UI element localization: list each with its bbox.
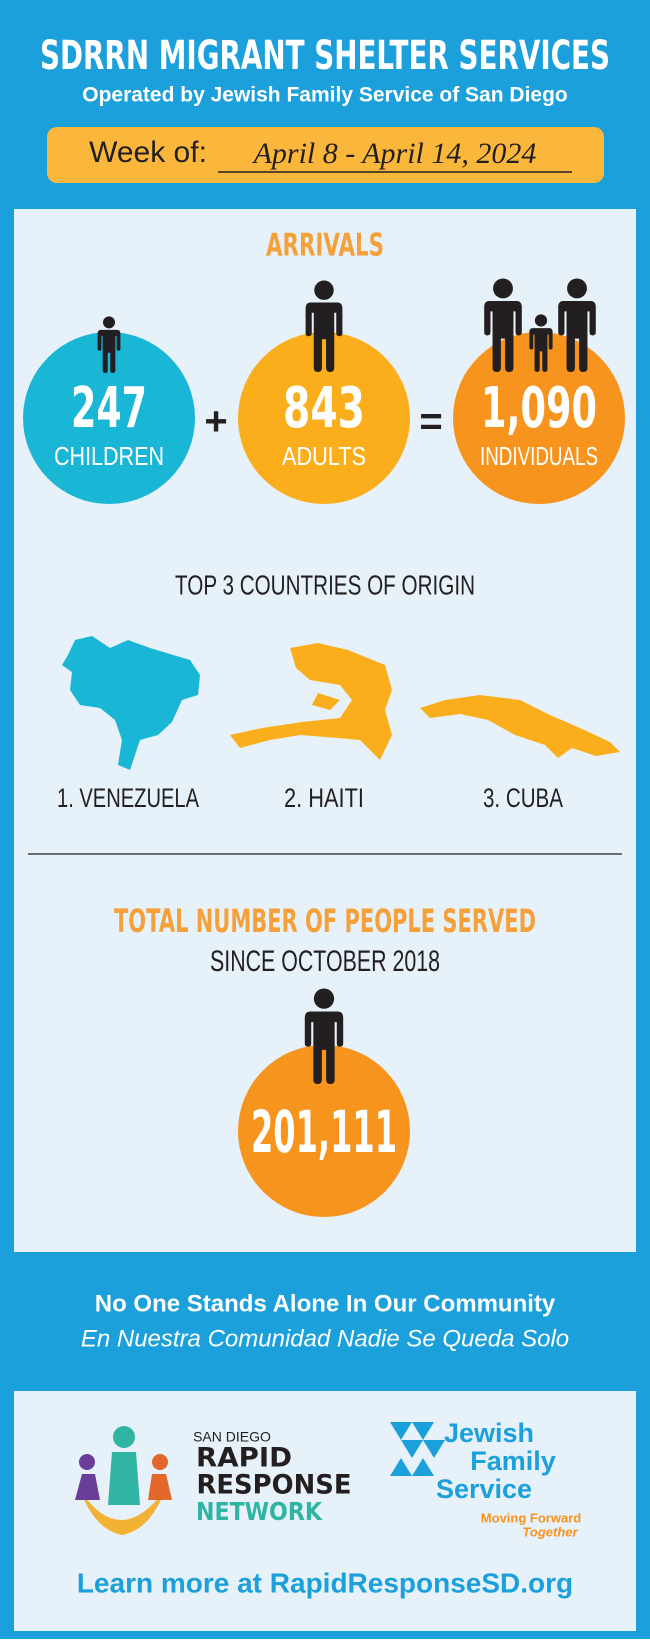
arrivals-title: ARRIVALS	[266, 228, 384, 264]
country-label: 3. CUBA	[483, 783, 563, 813]
plus: +	[204, 400, 227, 444]
tagline-en: No One Stands Alone In Our Community	[95, 1290, 556, 1317]
rrn-logo-graphic	[75, 1426, 172, 1535]
adults-label: ADULTS	[282, 441, 366, 471]
jfs-logo-text: Jewish	[444, 1418, 534, 1448]
countries-title: TOP 3 COUNTRIES OF ORIGIN	[175, 569, 475, 600]
week-box	[47, 127, 604, 183]
jfs-logo-text: Family	[470, 1446, 556, 1476]
jfs-logo-tagline: Together	[522, 1524, 578, 1539]
total-circle	[238, 1045, 410, 1217]
rrn-logo-text: NETWORK	[196, 1497, 323, 1526]
equals: =	[419, 400, 442, 444]
children-circle	[23, 332, 195, 504]
tagline-es: En Nuestra Comunidad Nadie Se Queda Solo	[81, 1325, 569, 1352]
subtitle: Operated by Jewish Family Service of San…	[82, 84, 568, 107]
individuals-label: INDIVIDUALS	[480, 441, 598, 471]
individuals-circle	[453, 332, 625, 504]
country-label: 1. VENEZUELA	[57, 783, 199, 813]
learn-more-link[interactable]: Learn more at RapidResponseSD.org	[77, 1567, 573, 1598]
total-title: TOTAL NUMBER OF PEOPLE SERVED	[114, 902, 536, 940]
jfs-logo-graphic	[390, 1422, 445, 1476]
haiti-map	[230, 643, 392, 760]
cuba-map	[420, 695, 620, 758]
adults-number: 843	[283, 376, 365, 441]
rrn-logo-text: RESPONSE	[197, 1470, 352, 1501]
adults-circle	[238, 332, 410, 504]
week-dates: April 8 - April 14, 2024	[252, 137, 537, 170]
children-number: 247	[71, 376, 147, 441]
week-label: Week of:	[89, 136, 207, 169]
title: SDRRN MIGRANT SHELTER SERVICES	[40, 33, 610, 79]
rrn-logo-text: SAN DIEGO	[193, 1429, 271, 1445]
country-label: 2. HAITI	[284, 783, 364, 813]
individuals-number: 1,090	[481, 376, 597, 441]
venezuela-map	[62, 636, 200, 770]
total-number: 201,111	[251, 1098, 397, 1166]
rrn-logo-text: RAPID	[196, 1443, 292, 1474]
children-label: CHILDREN	[54, 441, 164, 471]
jfs-logo-text: Service	[436, 1474, 532, 1504]
total-subtitle: SINCE OCTOBER 2018	[210, 945, 440, 978]
jfs-logo-tagline: Moving Forward	[481, 1510, 581, 1525]
